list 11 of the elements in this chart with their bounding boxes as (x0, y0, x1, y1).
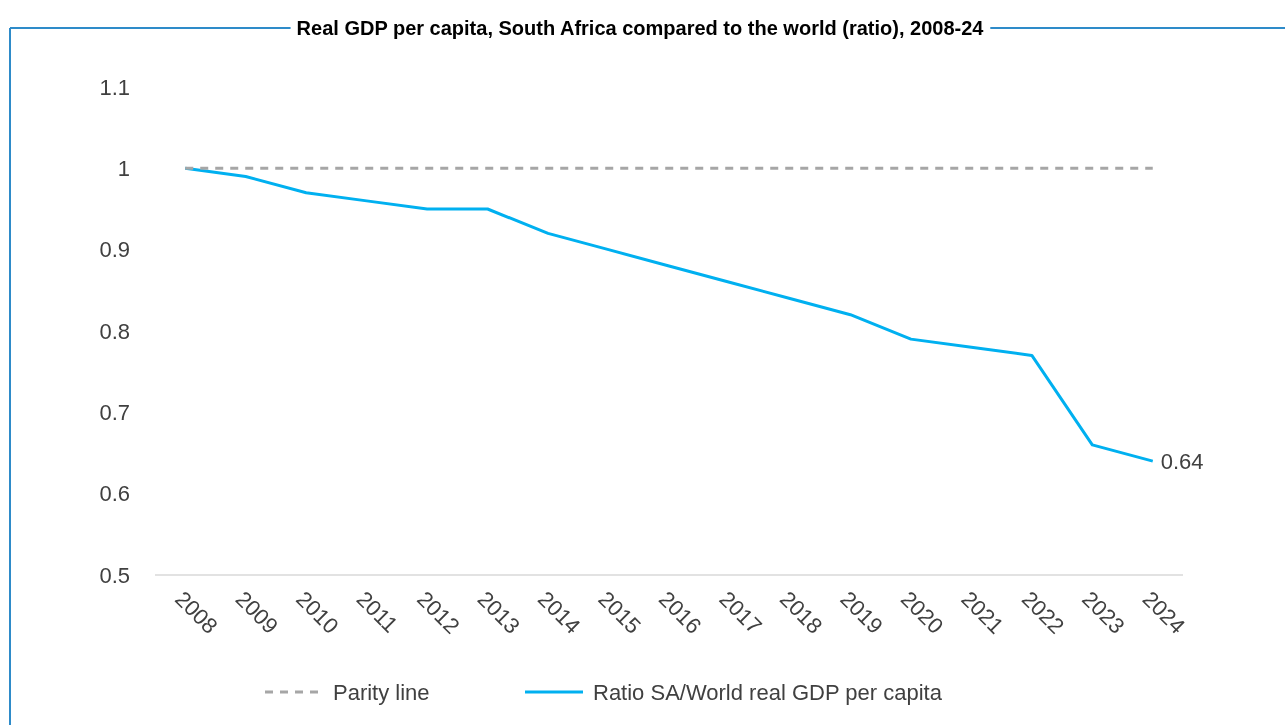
y-tick-label: 1.1 (99, 74, 130, 100)
legend-label: Ratio SA/World real GDP per capita (593, 679, 943, 705)
y-tick-label: 0.6 (99, 481, 130, 507)
y-tick-label: 0.5 (99, 562, 130, 588)
legend-label: Parity line (333, 679, 430, 705)
y-tick-label: 0.7 (99, 400, 130, 426)
y-tick-label: 0.9 (99, 237, 130, 263)
data-label: 0.64 (1160, 448, 1204, 474)
y-tick-label: 1 (117, 156, 130, 182)
chart-title: Real GDP per capita, South Africa compared to the world (ratio), 2008-24 (296, 17, 985, 39)
y-tick-label: 0.8 (99, 318, 130, 344)
